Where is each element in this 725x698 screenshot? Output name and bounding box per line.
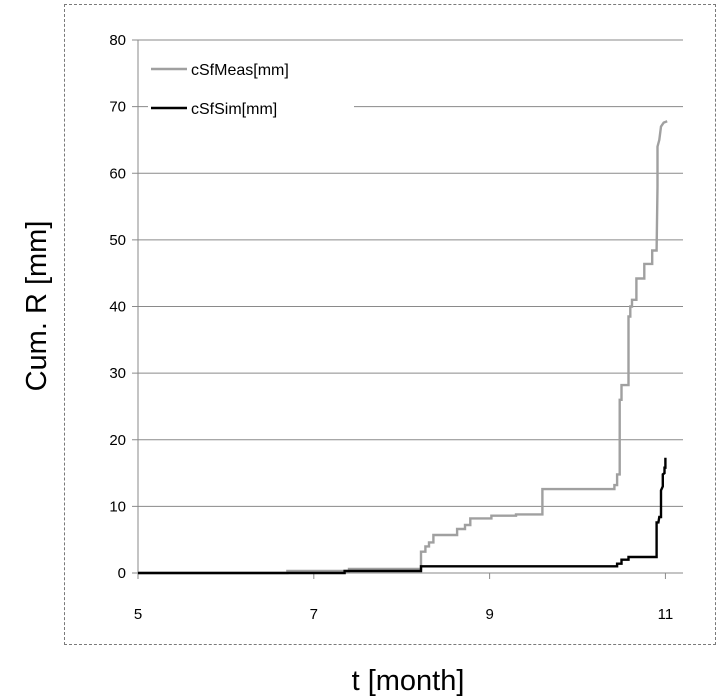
legend-label: cSfSim[mm] bbox=[191, 101, 277, 118]
series-layer bbox=[138, 120, 668, 575]
y-tick-label: 10 bbox=[109, 498, 126, 515]
chart-frame bbox=[64, 4, 716, 645]
series-line-csfmeas-mm- bbox=[138, 120, 668, 575]
x-tick-label: 9 bbox=[485, 606, 493, 623]
axes: 0 10 20 30 40 50 60 70 80 5 7 9 11 bbox=[109, 32, 683, 623]
x-tick-label: 7 bbox=[310, 606, 318, 623]
legend: cSfMeas[mm] cSfSim[mm] bbox=[151, 62, 289, 118]
legend-label: cSfMeas[mm] bbox=[191, 62, 289, 79]
y-tick-label: 40 bbox=[109, 299, 126, 316]
y-tick-label: 80 bbox=[109, 32, 126, 49]
y-axis-title: Cum. R [mm] bbox=[21, 221, 53, 392]
x-axis-title: t [month] bbox=[352, 665, 465, 697]
gridlines bbox=[138, 39, 683, 507]
series-line-csfsim-mm- bbox=[138, 457, 667, 575]
y-tick-label: 30 bbox=[109, 365, 126, 382]
y-tick-label: 60 bbox=[109, 165, 126, 182]
y-tick-label: 70 bbox=[109, 99, 126, 116]
x-tick-label: 11 bbox=[658, 606, 674, 623]
legend-background bbox=[148, 48, 354, 126]
y-tick-label: 0 bbox=[118, 565, 126, 582]
y-tick-label: 20 bbox=[109, 432, 126, 449]
y-tick-label: 50 bbox=[109, 232, 126, 249]
x-tick-label: 5 bbox=[134, 606, 142, 623]
